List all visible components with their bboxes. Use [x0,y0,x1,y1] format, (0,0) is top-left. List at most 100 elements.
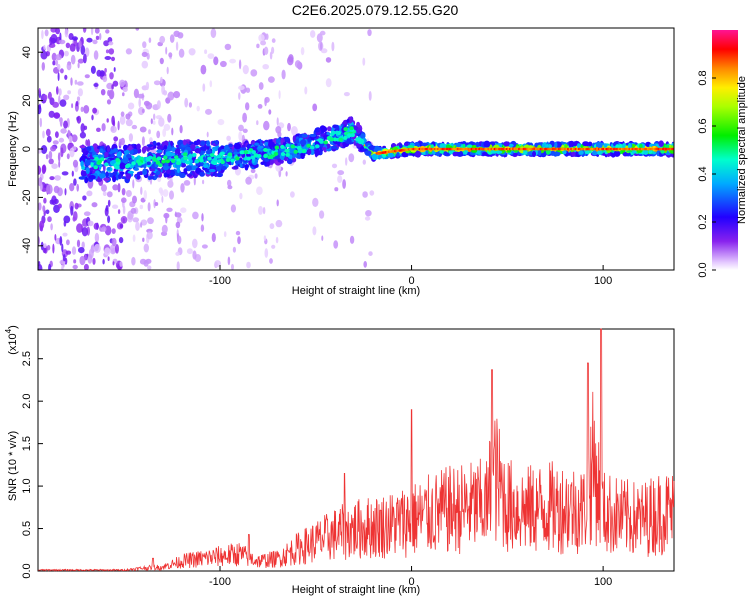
heatmap-speckle [107,256,110,262]
heatmap-signal-cell [631,150,637,154]
heatmap-signal-cell [342,121,348,125]
heatmap-speckle [269,51,273,60]
heatmap-speckle [290,191,295,198]
snr-multiplier-close: ) [7,325,19,329]
heatmap-speckle [125,113,131,120]
heatmap-speckle [117,183,121,193]
heatmap-speckle [50,28,57,33]
heatmap-speckle [362,159,366,165]
heatmap-speckle [78,247,85,254]
heatmap-speckle [38,177,43,187]
heatmap-speckle [83,263,89,270]
colorbar-tick-label: 0.2 [697,214,709,229]
heatmap-speckle [294,60,301,69]
heatmap-signal-cell [116,151,122,158]
heatmap-signal-cell [174,148,181,154]
heatmap-speckle [111,56,115,62]
heatmap-speckle [159,35,166,44]
heatmap-speckle [112,261,115,266]
heatmap-signal-cell [123,144,128,151]
heatmap-speckle [52,140,59,145]
heatmap-signal-cell [286,158,293,165]
heatmap-speckle [275,163,282,172]
heatmap-signal-cell [228,143,233,148]
heatmap-signal-cell [146,161,151,166]
heatmap-speckle [58,39,66,45]
heatmap-signal-cell [483,140,491,148]
heatmap-signal-cell [119,162,126,170]
heatmap-speckle [147,202,151,212]
heatmap-speckle [342,179,346,189]
heatmap-signal-cell [656,150,661,157]
heatmap-signal-cell [118,173,122,180]
heatmap-speckle [42,164,47,174]
heatmap-speckle [120,137,125,146]
heatmap-signal-cell [234,160,242,165]
heatmap-speckle [72,216,76,222]
heatmap-signal-cell [127,170,134,174]
heatmap-speckle [54,175,61,181]
heatmap-signal-cell [211,149,216,155]
heatmap-speckle [200,224,205,232]
heatmap-speckle [232,246,236,253]
heatmap-signal-cell [122,157,129,164]
snr-ylabel: SNR (10 * v/v) [7,431,19,501]
heatmap-speckle [49,199,55,205]
heatmap-speckle [132,217,140,223]
heatmap-speckle [93,50,99,60]
heatmap-speckle [68,135,73,143]
heatmap-speckle [365,210,372,217]
heatmap-speckle [268,76,275,83]
heatmap-speckle [102,258,105,265]
heatmap-peak-cell [125,164,130,169]
heatmap-speckle [95,35,100,41]
heatmap-speckle [70,54,76,65]
heatmap-signal-cell [360,133,366,139]
heatmap-speckle [139,258,147,265]
heatmap-speckle [256,43,260,49]
heatmap-speckle [186,248,193,255]
heatmap-peak-cell [280,144,285,149]
heatmap-speckle [71,36,78,41]
heatmap-signal-cell [233,151,240,155]
heatmap-signal-cell [260,161,266,165]
heatmap-speckle [59,236,63,246]
heatmap-speckle [154,202,159,206]
heatmap-peak-cell [93,165,98,170]
snr-frame [37,328,675,572]
heatmap-speckle [70,77,73,86]
heatmap-signal-cell [396,152,400,158]
heatmap-speckle [39,117,42,128]
heatmap-peak-cell [246,156,251,161]
heatmap-speckle [61,243,64,253]
heatmap-speckle [122,92,125,97]
heatmap-speckle [139,126,147,133]
heatmap-speckle [130,207,137,214]
snr-panel: -100 0 100 0.0 0.5 1.0 1.5 2.0 2.5 Height of st… [4,325,675,596]
heatmap-peak-cell [220,160,225,165]
heatmap-peak-cell [174,155,179,160]
heatmap-speckle [276,117,279,126]
heatmap-speckle [227,256,231,266]
heatmap-signal-cell [571,151,576,157]
heatmap-speckle [51,163,58,169]
heatmap-signal-cell [280,138,284,146]
heatmap-speckle [91,114,94,121]
snr-x-tick-label: 0 [408,576,414,588]
heatmap-speckle [71,103,74,109]
heatmap-peak-cell [183,152,188,157]
heatmap-speckle [205,108,212,115]
heatmap-signal-cell [307,137,312,143]
heatmap-peak-cell [290,144,296,149]
heatmap-speckle [140,222,143,228]
heatmap-signal-cell [310,149,315,155]
heatmap-speckle [238,92,241,100]
heatmap-signal-cell [513,152,518,156]
heatmap-speckle [93,243,101,253]
heatmap-speckle [101,226,107,232]
heatmap-speckle [173,30,180,37]
snr-y-tick-label: 0.0 [21,563,33,578]
heatmap-peak-cell [331,130,336,135]
heatmap-speckle [96,127,101,132]
heatmap-speckle [268,109,272,115]
